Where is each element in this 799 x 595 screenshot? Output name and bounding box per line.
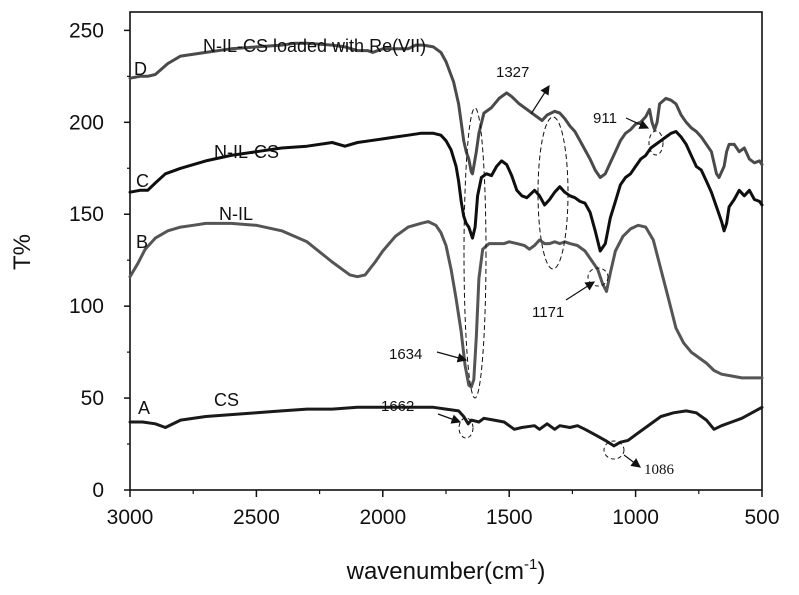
x-axis-title: wavenumber(cm-1): [346, 556, 546, 585]
arrow-1662: [438, 414, 460, 422]
annotation-1327: 1327: [496, 64, 529, 81]
curve-name-d: N-IL-CS loaded with Re(VII): [203, 36, 426, 56]
x-tick-label: 500: [744, 506, 779, 529]
tick-marks: [124, 30, 762, 497]
y-axis-title: T%: [9, 234, 36, 270]
arrow-1634: [437, 352, 466, 360]
x-tick-label: 1000: [612, 506, 659, 529]
y-tick-label: 250: [69, 19, 104, 42]
x-tick-label: 3000: [107, 506, 154, 529]
annotation-1086: 1086: [644, 462, 675, 478]
curve-name-c: N-IL-CS: [214, 142, 279, 162]
annotation-1662: 1662: [381, 398, 414, 415]
curve-name-a: CS: [214, 390, 239, 410]
y-tick-label: 150: [69, 203, 104, 226]
curve-letter-d: D: [134, 59, 147, 79]
x-tick-label: 2500: [233, 506, 280, 529]
arrow-1086: [624, 455, 640, 467]
curve-letter-c: C: [136, 171, 149, 191]
series-line-b: [130, 222, 762, 387]
series-layer: [130, 43, 762, 446]
x-tick-label: 1500: [486, 506, 533, 529]
curve-letter-a: A: [138, 398, 150, 418]
y-tick-label: 0: [92, 479, 104, 502]
series-line-a: [130, 407, 762, 446]
y-tick-label: 100: [69, 295, 104, 318]
annotation-911: 911: [593, 110, 617, 127]
curve-name-b: N-IL: [219, 204, 253, 224]
y-tick-label: 200: [69, 111, 104, 134]
y-tick-label: 50: [81, 387, 104, 410]
annotation-1171: 1171: [532, 304, 564, 321]
arrow-1327: [531, 86, 549, 114]
curve-letter-b: B: [136, 232, 148, 252]
arrow-1171: [566, 282, 594, 300]
x-tick-label: 2000: [359, 506, 406, 529]
ftir-chart: 3000 2500 2000 1500 1000 500 0 50 100 150 200 250 w…: [0, 0, 799, 595]
annotation-1634: 1634: [389, 346, 422, 363]
tick-labels: 3000 2500 2000 1500 1000 500 0 50 100 150 200 250: [69, 19, 780, 529]
highlight-ellipse-1086: [604, 441, 624, 459]
